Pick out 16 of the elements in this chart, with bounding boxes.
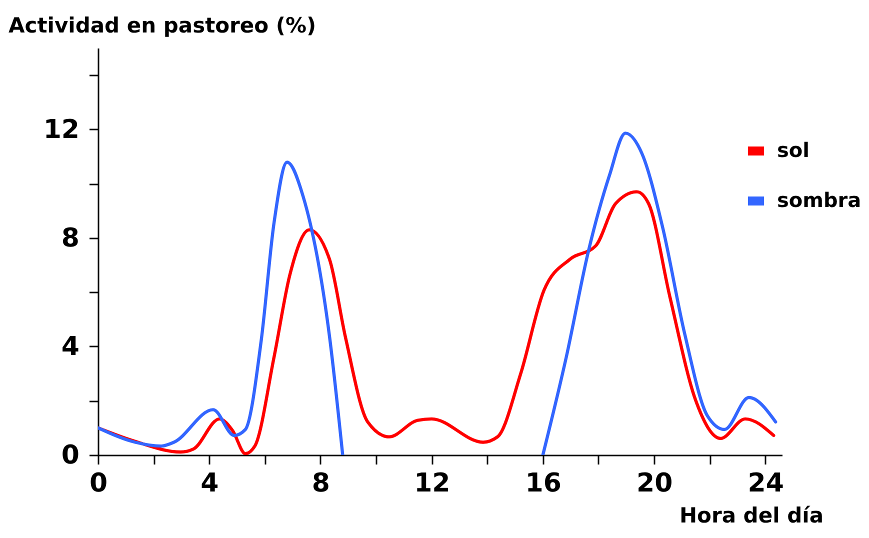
x-tick-label: 20 [636, 468, 673, 498]
x-tick-label: 16 [525, 468, 562, 498]
legend-label: sombra [777, 188, 862, 212]
x-axis-title: Hora del día [679, 504, 824, 528]
line-series [98, 190, 776, 455]
legend-label: sol [777, 138, 810, 162]
y-tick-label: 12 [43, 114, 80, 145]
y-tick-label: 8 [61, 223, 80, 254]
x-tick-label: 0 [89, 468, 108, 498]
x-tick-label: 24 [748, 468, 784, 498]
x-tick-label: 12 [414, 468, 450, 498]
y-tick-label: 4 [61, 332, 80, 362]
x-tick-label: 8 [312, 468, 330, 498]
y-axis-title: Actividad en pastoreo (%) [8, 14, 316, 38]
y-tick-label: 0 [61, 440, 80, 470]
x-tick-label: 4 [200, 468, 219, 498]
